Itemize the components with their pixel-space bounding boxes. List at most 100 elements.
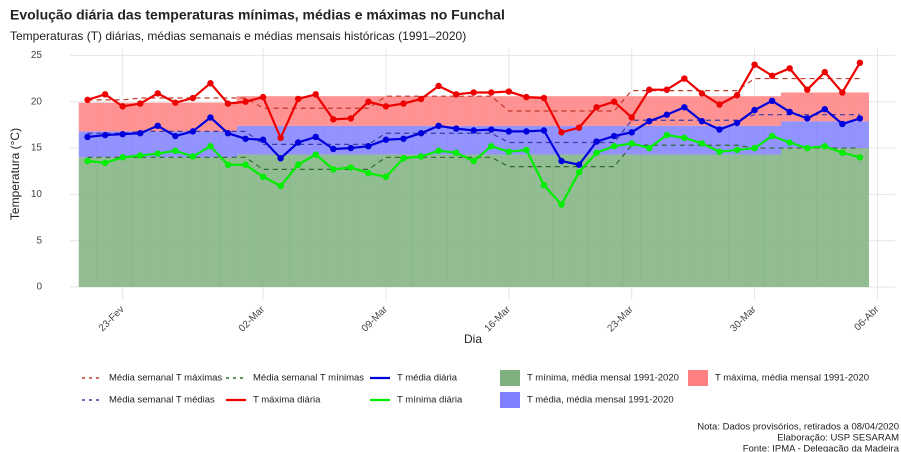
x-tick-label: 23-Mar: [606, 304, 637, 335]
point: [417, 130, 425, 137]
point: [540, 127, 548, 134]
point: [488, 126, 495, 133]
point: [382, 173, 390, 180]
point: [137, 100, 144, 107]
monthly-band: [798, 92, 817, 122]
monthly-band: [552, 154, 571, 288]
point: [312, 151, 319, 158]
monthly-band: [570, 96, 589, 126]
point: [154, 90, 161, 97]
point: [558, 201, 565, 208]
x-tick-label: 16-Mar: [483, 304, 514, 335]
point: [277, 182, 284, 190]
monthly-band: [254, 96, 273, 126]
point: [470, 89, 477, 96]
point: [593, 138, 600, 145]
point: [733, 146, 741, 154]
point: [804, 144, 811, 152]
point: [382, 103, 390, 110]
x-tick-label: 23-Fev: [97, 304, 127, 334]
monthly-band: [622, 96, 641, 126]
point: [347, 144, 355, 152]
point: [417, 153, 425, 160]
monthly-band: [500, 154, 518, 288]
point: [821, 68, 828, 76]
monthly-band: [517, 154, 536, 288]
monthly-band: [763, 125, 782, 155]
monthly-band: [745, 154, 764, 288]
point: [558, 129, 565, 136]
monthly-band: [219, 131, 238, 158]
monthly-band: [605, 154, 624, 288]
point: [628, 140, 635, 147]
point: [716, 126, 723, 133]
point: [488, 143, 495, 150]
monthly-band: [464, 154, 483, 288]
monthly-band: [377, 154, 396, 288]
monthly-band: [851, 121, 869, 149]
monthly-band: [482, 154, 501, 288]
monthly-band: [570, 154, 589, 288]
point: [856, 154, 864, 161]
point: [452, 91, 460, 98]
point: [417, 95, 425, 103]
legend-label: Média semanal T máximas: [109, 373, 222, 384]
monthly-band: [271, 154, 290, 288]
point: [452, 149, 460, 156]
point: [84, 96, 91, 104]
monthly-band: [219, 102, 238, 132]
point: [172, 99, 179, 106]
point: [505, 128, 513, 135]
monthly-band: [447, 154, 466, 288]
point: [172, 132, 179, 140]
legend-label: T máxima diária: [253, 395, 321, 406]
point: [610, 98, 618, 105]
point: [452, 125, 460, 132]
monthly-band: [798, 148, 817, 288]
point: [347, 164, 355, 171]
monthly-band: [798, 121, 817, 149]
monthly-band: [342, 154, 360, 288]
legend-label: Média semanal T mínimas: [253, 373, 364, 384]
monthly-band: [201, 157, 220, 288]
point: [523, 93, 530, 101]
monthly-band: [745, 125, 764, 155]
point: [347, 115, 355, 122]
monthly-band: [131, 131, 150, 158]
point: [558, 157, 565, 165]
monthly-band: [359, 154, 378, 288]
y-tick-label: 10: [31, 189, 43, 200]
monthly-band: [851, 92, 869, 122]
monthly-band: [587, 96, 606, 126]
monthly-band: [570, 125, 589, 155]
point: [786, 108, 793, 116]
monthly-band: [763, 154, 782, 288]
monthly-band: [517, 125, 536, 155]
point: [698, 140, 706, 147]
point: [207, 80, 214, 87]
point: [628, 114, 635, 121]
point: [716, 101, 723, 108]
point: [768, 72, 776, 79]
monthly-band: [254, 154, 273, 288]
monthly-band: [605, 125, 624, 155]
point: [119, 130, 126, 138]
point: [224, 161, 232, 168]
point: [330, 145, 337, 153]
legend-label: T mínima, média mensal 1991-2020: [527, 373, 679, 384]
monthly-band: [833, 92, 852, 122]
point: [698, 117, 706, 125]
monthly-band: [306, 154, 325, 288]
monthly-band: [552, 125, 571, 155]
point: [751, 61, 758, 68]
monthly-band: [710, 96, 729, 126]
point: [786, 65, 793, 72]
monthly-band: [113, 157, 132, 288]
point: [856, 59, 864, 67]
point: [733, 92, 741, 99]
monthly-band: [675, 96, 694, 126]
point: [575, 168, 583, 176]
legend-label: Média semanal T médias: [109, 395, 215, 406]
point: [119, 154, 126, 161]
point: [365, 169, 372, 177]
